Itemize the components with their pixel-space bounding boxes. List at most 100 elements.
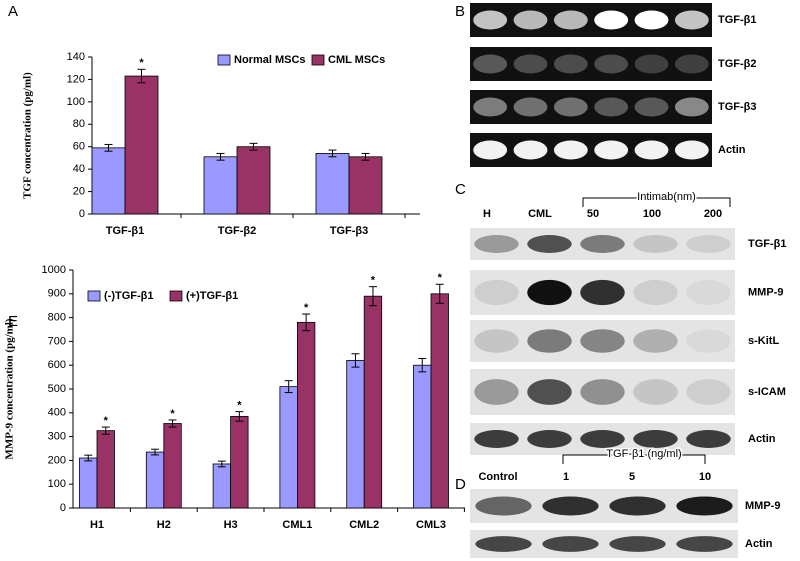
- bar: [145, 451, 165, 509]
- bar: [124, 75, 159, 215]
- x-tick-label: TGF-β2: [218, 225, 257, 237]
- legend-swatch: [217, 54, 231, 66]
- blot-strip: [470, 423, 735, 455]
- blot-band: [594, 10, 629, 30]
- error-bar: [328, 149, 337, 158]
- blot-band: [527, 235, 572, 253]
- y-tick-label: 40: [73, 163, 85, 175]
- error-bar: [101, 426, 110, 435]
- error-bar: [435, 283, 444, 304]
- blot-band: [527, 279, 572, 306]
- blot-band: [580, 379, 625, 405]
- x-tick-label: CML3: [416, 519, 446, 531]
- y-tick-label: 300: [48, 431, 66, 443]
- row-label: Actin: [718, 144, 746, 156]
- blot-strip: [470, 90, 712, 124]
- x-tick-label: CML1: [282, 519, 312, 531]
- blot-band: [474, 430, 519, 448]
- significance-marker: *: [139, 57, 144, 69]
- panel-label: A: [8, 3, 18, 20]
- blot-strip: [470, 228, 735, 260]
- row-label: Actin: [745, 538, 773, 550]
- error-bar: [368, 286, 377, 307]
- blot-band: [473, 97, 508, 117]
- row-label: s-ICAM: [748, 386, 786, 398]
- x-tick-label: TGF-β3: [330, 225, 369, 237]
- blot-strip: [470, 133, 712, 167]
- blot-band: [474, 329, 519, 353]
- bar: [236, 146, 271, 215]
- blot-band: [594, 97, 629, 117]
- x-tick-label: H2: [157, 519, 171, 531]
- y-tick-label: 120: [67, 73, 85, 85]
- blot-band: [474, 235, 519, 253]
- row-label: Actin: [748, 433, 776, 445]
- bar: [348, 156, 383, 215]
- blot-band: [553, 54, 588, 74]
- blot-band: [580, 279, 625, 306]
- blot-band: [633, 235, 678, 253]
- y-tick-label: 1000: [42, 264, 66, 276]
- blot-band: [633, 279, 678, 306]
- error-bar: [235, 411, 244, 422]
- blot-strip: [470, 489, 738, 523]
- error-bar: [151, 448, 160, 456]
- row-label: s-KitL: [748, 335, 779, 347]
- bar: [413, 364, 432, 509]
- error-bar: [351, 353, 360, 368]
- blot-band: [674, 10, 709, 30]
- blot-band: [609, 496, 666, 516]
- error-bar: [216, 152, 225, 161]
- bar: [203, 156, 238, 215]
- y-tick-label: 0: [60, 502, 66, 514]
- legend-label: CML MSCs: [328, 54, 385, 66]
- lane-label: H: [483, 208, 491, 220]
- blot-band: [686, 279, 731, 306]
- significance-marker: *: [371, 275, 376, 287]
- legend-swatch: [311, 54, 325, 66]
- blot-band: [475, 536, 532, 552]
- blot-band: [686, 379, 731, 405]
- y-tick-label: 400: [48, 407, 66, 419]
- x-tick-label: CML2: [349, 519, 379, 531]
- row-label: TGF-β2: [718, 58, 757, 70]
- y-tick-label: 100: [48, 478, 66, 490]
- blot-strip: [470, 530, 738, 558]
- x-tick-label: H3: [224, 519, 238, 531]
- row-label: MMP-9: [748, 286, 783, 298]
- y-tick-label: 700: [48, 335, 66, 347]
- y-tick-label: 60: [73, 141, 85, 153]
- blot-band: [634, 97, 669, 117]
- blot-band: [634, 10, 669, 30]
- blot-band: [513, 140, 548, 160]
- bar: [96, 430, 115, 509]
- blot-band: [513, 10, 548, 30]
- error-bar: [361, 152, 370, 161]
- lane-label: 1: [563, 471, 569, 483]
- blot-band: [474, 379, 519, 405]
- blot-background: [470, 133, 712, 167]
- bar: [163, 423, 182, 509]
- blot-band: [475, 496, 532, 516]
- error-bar: [168, 419, 177, 428]
- bar: [79, 457, 98, 509]
- bar: [91, 147, 126, 215]
- legend-label: (-)TGF-β1: [104, 290, 153, 302]
- blot-band: [674, 54, 709, 74]
- significance-marker: *: [438, 272, 443, 284]
- y-axis-label: MMP-9 concentration (pg/ml): [4, 318, 16, 459]
- blot-band: [513, 97, 548, 117]
- bar: [346, 360, 365, 509]
- blot-background: [470, 369, 735, 415]
- blot-band: [473, 54, 508, 74]
- significance-marker: *: [237, 400, 242, 412]
- blot-band: [473, 140, 508, 160]
- blot-band: [674, 97, 709, 117]
- blot-band: [609, 536, 666, 552]
- significance-marker: *: [170, 408, 175, 420]
- lane-label: 50: [587, 208, 599, 220]
- lane-label: 200: [704, 208, 722, 220]
- lane-label: 100: [643, 208, 661, 220]
- row-label: TGF-β3: [718, 101, 757, 113]
